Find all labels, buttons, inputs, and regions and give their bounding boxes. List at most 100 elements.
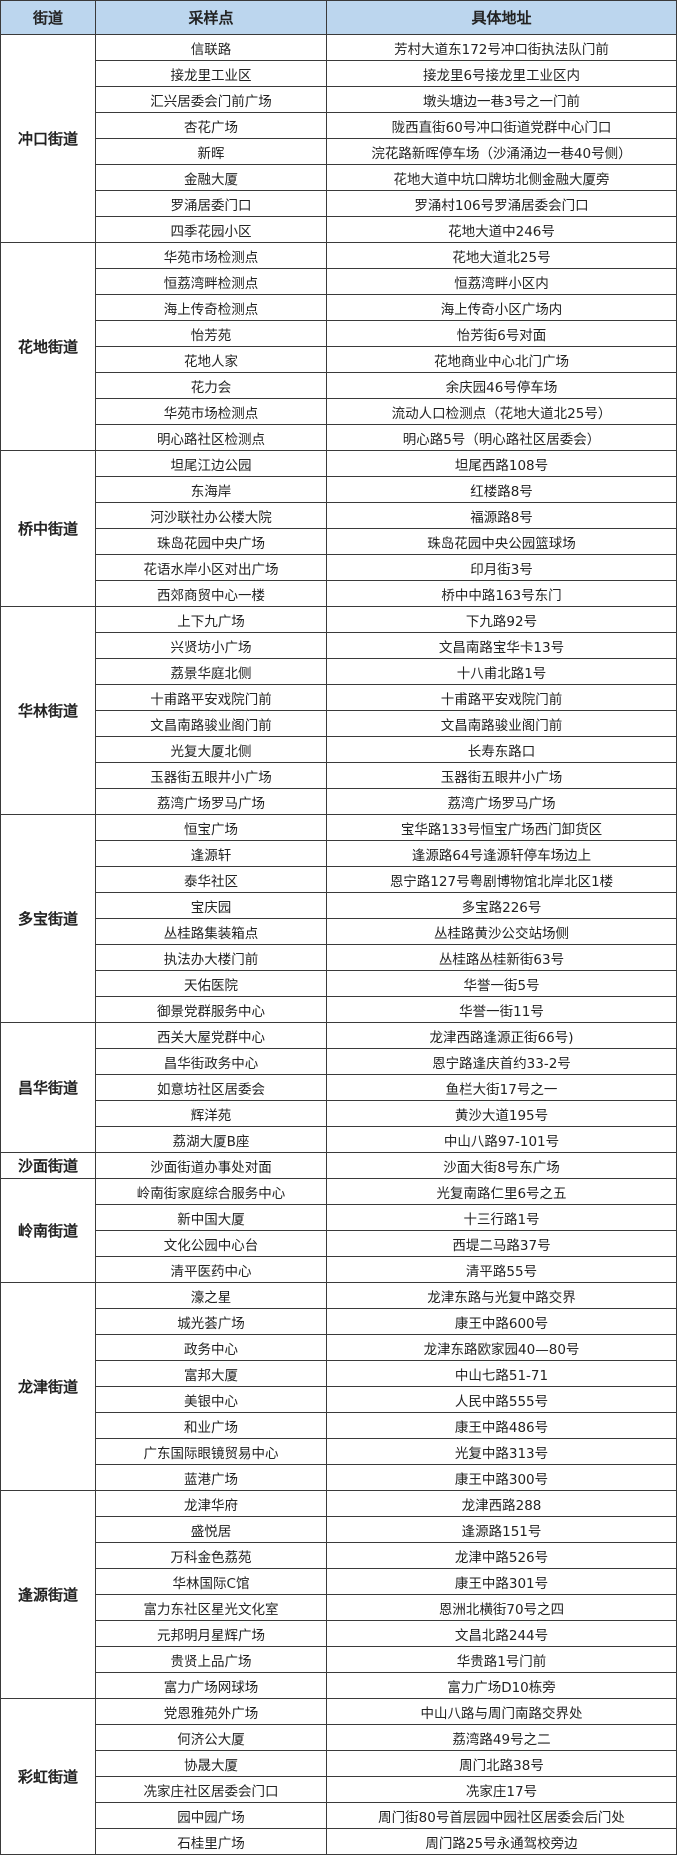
site-cell: 执法办大楼门前 bbox=[95, 944, 327, 971]
site-cell: 万科金色荔苑 bbox=[95, 1542, 327, 1569]
address-cell: 怡芳街6号对面 bbox=[326, 320, 677, 347]
address-cell: 十三行路1号 bbox=[326, 1204, 677, 1231]
table-row: 荔湖大厦B座 中山八路97-101号 bbox=[1, 1126, 677, 1153]
address-cell: 恒荔湾畔小区内 bbox=[326, 268, 677, 295]
site-cell: 荔景华庭北侧 bbox=[95, 658, 327, 685]
address-cell: 丛桂路黄沙公交站场侧 bbox=[326, 918, 677, 945]
site-cell: 光复大厦北侧 bbox=[95, 736, 327, 763]
site-cell: 玉器街五眼井小广场 bbox=[95, 762, 327, 789]
site-cell: 清平医药中心 bbox=[95, 1256, 327, 1283]
table-row: 东海岸 红楼路8号 bbox=[1, 476, 677, 503]
address-cell: 长寿东路口 bbox=[326, 736, 677, 763]
table-row: 珠岛花园中央广场 珠岛花园中央公园篮球场 bbox=[1, 528, 677, 555]
site-cell: 上下九广场 bbox=[95, 606, 327, 633]
site-cell: 四季花园小区 bbox=[95, 216, 327, 243]
address-cell: 龙津西路288 bbox=[326, 1490, 677, 1517]
address-cell: 十甫路平安戏院门前 bbox=[326, 684, 677, 711]
address-cell: 接龙里6号接龙里工业区内 bbox=[326, 60, 677, 87]
address-cell: 龙津东路欧家园40—80号 bbox=[326, 1334, 677, 1361]
site-cell: 珠岛花园中央广场 bbox=[95, 528, 327, 555]
site-cell: 辉洋苑 bbox=[95, 1100, 327, 1127]
address-cell: 中山八路97-101号 bbox=[326, 1126, 677, 1153]
address-cell: 余庆园46号停车场 bbox=[326, 372, 677, 399]
site-cell: 协晟大厦 bbox=[95, 1750, 327, 1777]
site-cell: 御景党群服务中心 bbox=[95, 996, 327, 1023]
table-row: 西郊商贸中心一楼 桥中中路163号东门 bbox=[1, 580, 677, 607]
street-cell: 龙津街道 bbox=[0, 1282, 96, 1491]
address-cell: 文昌南路骏业阁门前 bbox=[326, 710, 677, 737]
site-cell: 荔湾广场罗马广场 bbox=[95, 788, 327, 815]
table-row: 蓝港广场 康王中路300号 bbox=[1, 1464, 677, 1491]
site-cell: 贵贤上品广场 bbox=[95, 1646, 327, 1673]
address-cell: 中山八路与周门南路交界处 bbox=[326, 1698, 677, 1725]
address-cell: 罗涌村106号罗涌居委会门口 bbox=[326, 190, 677, 217]
table-row: 清平医药中心 清平路55号 bbox=[1, 1256, 677, 1283]
site-cell: 龙津华府 bbox=[95, 1490, 327, 1517]
site-cell: 如意坊社区居委会 bbox=[95, 1074, 327, 1101]
address-cell: 周门北路38号 bbox=[326, 1750, 677, 1777]
table-row: 华林国际C馆 康王中路301号 bbox=[1, 1568, 677, 1595]
address-cell: 下九路92号 bbox=[326, 606, 677, 633]
site-cell: 丛桂路集装箱点 bbox=[95, 918, 327, 945]
address-cell: 逢源路151号 bbox=[326, 1516, 677, 1543]
site-cell: 恒宝广场 bbox=[95, 814, 327, 841]
table-row: 多宝街道 恒宝广场 宝华路133号恒宝广场西门卸货区 bbox=[0, 814, 677, 1023]
address-cell: 花地大道北25号 bbox=[326, 242, 677, 269]
site-cell: 坦尾江边公园 bbox=[95, 450, 327, 477]
table-row: 泰华社区 恩宁路127号粤剧博物馆北岸北区1楼 bbox=[1, 866, 677, 893]
address-cell: 文昌南路宝华卡13号 bbox=[326, 632, 677, 659]
site-cell: 园中园广场 bbox=[95, 1802, 327, 1829]
site-cell: 杏花广场 bbox=[95, 112, 327, 139]
site-cell: 岭南街家庭综合服务中心 bbox=[95, 1178, 327, 1205]
table-row: 华林街道 上下九广场 下九路92号 bbox=[0, 606, 677, 815]
site-cell: 西郊商贸中心一楼 bbox=[95, 580, 327, 607]
table-row: 桥中街道 坦尾江边公园 坦尾西路108号 bbox=[0, 450, 677, 607]
table-row: 城光荟广场 康王中路600号 bbox=[1, 1308, 677, 1335]
table-row: 冲口街道 信联路 芳村大道东172号冲口街执法队门前 bbox=[0, 34, 677, 243]
site-cell: 何济公大厦 bbox=[95, 1724, 327, 1751]
table-row: 花语水岸小区对出广场 印月街3号 bbox=[1, 554, 677, 581]
address-cell: 花地商业中心北门广场 bbox=[326, 346, 677, 373]
site-cell: 华林国际C馆 bbox=[95, 1568, 327, 1595]
table-row: 如意坊社区居委会 鱼栏大街17号之一 bbox=[1, 1074, 677, 1101]
address-cell: 康王中路300号 bbox=[326, 1464, 677, 1491]
address-cell: 花地大道中坑口牌坊北侧金融大厦旁 bbox=[326, 164, 677, 191]
address-cell: 华誉一街5号 bbox=[326, 970, 677, 997]
address-cell: 坦尾西路108号 bbox=[326, 450, 677, 477]
table-row: 龙津街道 濠之星 龙津东路与光复中路交界 bbox=[0, 1282, 677, 1491]
table-row: 文昌南路骏业阁门前 文昌南路骏业阁门前 bbox=[1, 710, 677, 737]
site-cell: 逢源轩 bbox=[95, 840, 327, 867]
table-row: 沙面街道 沙面街道办事处对面 沙面大街8号东广场 bbox=[0, 1152, 677, 1179]
street-cell: 冲口街道 bbox=[0, 34, 96, 243]
table-row: 十甫路平安戏院门前 十甫路平安戏院门前 bbox=[1, 684, 677, 711]
table-row: 荔湾广场罗马广场 荔湾广场罗马广场 bbox=[1, 788, 677, 815]
table-row: 辉洋苑 黄沙大道195号 bbox=[1, 1100, 677, 1127]
site-cell: 怡芳苑 bbox=[95, 320, 327, 347]
site-cell: 富力广场网球场 bbox=[95, 1672, 327, 1699]
street-cell: 昌华街道 bbox=[0, 1022, 96, 1153]
table-row: 接龙里工业区 接龙里6号接龙里工业区内 bbox=[1, 60, 677, 87]
table-row: 玉器街五眼井小广场 玉器街五眼井小广场 bbox=[1, 762, 677, 789]
table-row: 新晖 浣花路新晖停车场（沙涌涌边一巷40号侧） bbox=[1, 138, 677, 165]
street-cell: 岭南街道 bbox=[0, 1178, 96, 1283]
table-row: 罗涌居委门口 罗涌村106号罗涌居委会门口 bbox=[1, 190, 677, 217]
site-cell: 天佑医院 bbox=[95, 970, 327, 997]
address-cell: 恩宁路逢庆首约33-2号 bbox=[326, 1048, 677, 1075]
table-row: 花力会 余庆园46号停车场 bbox=[1, 372, 677, 399]
site-cell: 汇兴居委会门前广场 bbox=[95, 86, 327, 113]
address-cell: 丛桂路丛桂新街63号 bbox=[326, 944, 677, 971]
address-cell: 康王中路301号 bbox=[326, 1568, 677, 1595]
table-row: 华苑市场检测点 流动人口检测点（花地大道北25号） bbox=[1, 398, 677, 425]
street-cell: 逢源街道 bbox=[0, 1490, 96, 1699]
site-cell: 蓝港广场 bbox=[95, 1464, 327, 1491]
street-cell: 沙面街道 bbox=[0, 1152, 96, 1179]
table-body: 冲口街道 信联路 芳村大道东172号冲口街执法队门前 接龙里工业区 接龙里6号接龙里工业… bbox=[0, 34, 677, 1855]
site-cell: 沙面街道办事处对面 bbox=[95, 1152, 327, 1179]
table-row: 御景党群服务中心 华誉一街11号 bbox=[1, 996, 677, 1023]
table-row: 广东国际眼镜贸易中心 光复中路313号 bbox=[1, 1438, 677, 1465]
address-cell: 桥中中路163号东门 bbox=[326, 580, 677, 607]
site-cell: 宝庆园 bbox=[95, 892, 327, 919]
table-row: 贵贤上品广场 华贵路1号门前 bbox=[1, 1646, 677, 1673]
table-row: 富力东社区星光文化室 恩洲北横街70号之四 bbox=[1, 1594, 677, 1621]
